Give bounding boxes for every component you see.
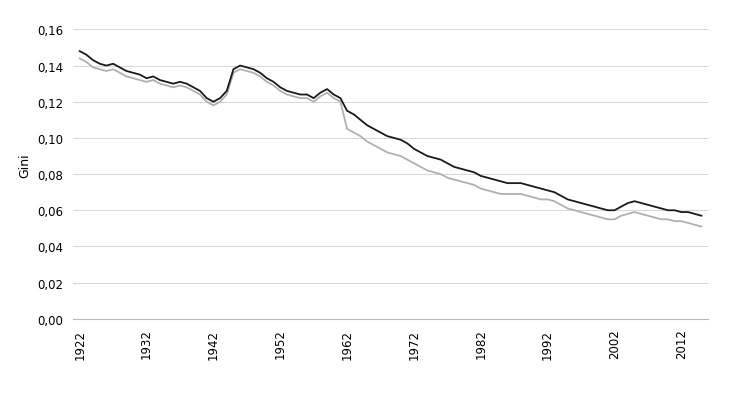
Y-axis label: Gini: Gini	[18, 153, 31, 178]
Line: After tax income: After tax income	[80, 59, 702, 227]
Taxable income	[697, 214, 706, 219]
After tax income	[316, 94, 325, 99]
After tax income	[75, 57, 84, 62]
Taxable income	[236, 64, 245, 69]
Taxable income	[336, 97, 345, 101]
After tax income	[236, 67, 245, 72]
After tax income	[543, 198, 552, 202]
After tax income	[182, 85, 191, 90]
After tax income	[450, 178, 458, 182]
Taxable income	[316, 91, 325, 96]
After tax income	[336, 100, 345, 105]
Taxable income	[182, 82, 191, 87]
Line: Taxable income: Taxable income	[80, 52, 702, 216]
Taxable income	[450, 165, 458, 170]
Taxable income	[75, 49, 84, 54]
Taxable income	[543, 189, 552, 193]
After tax income	[697, 225, 706, 229]
